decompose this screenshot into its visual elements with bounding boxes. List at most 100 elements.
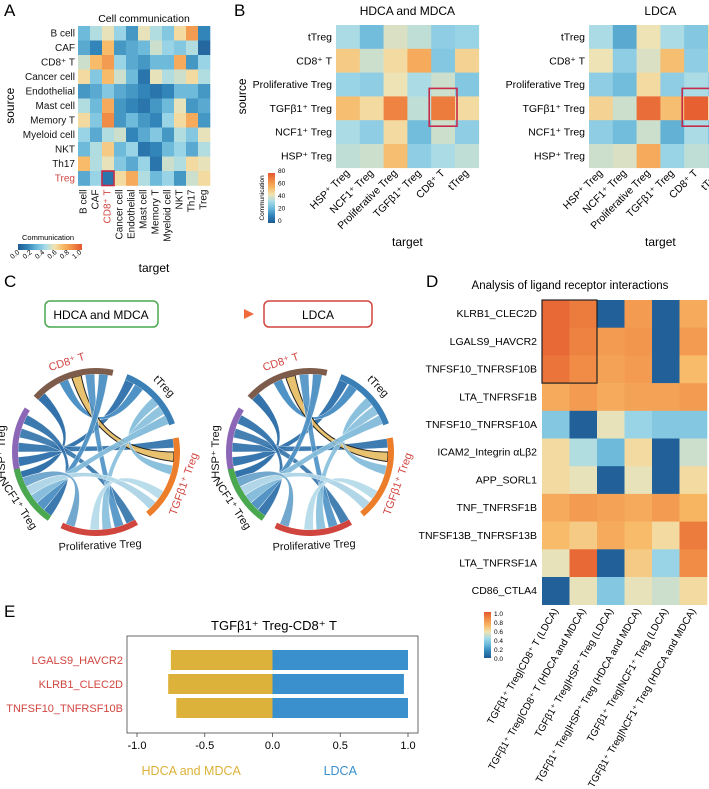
row-label: tTreg [561, 31, 585, 43]
col-label: Memory T [151, 190, 162, 235]
heatmap-cell [636, 72, 661, 97]
group-box-ldca [263, 300, 373, 328]
heatmap-cell [90, 156, 103, 172]
heatmap-cell [198, 55, 211, 70]
legend-tick: 0.0 [494, 656, 503, 663]
heatmap-cell [569, 466, 598, 495]
heatmap-cell [174, 142, 187, 157]
panel-label-d: D [426, 272, 438, 291]
heatmap-cell [114, 98, 127, 114]
heatmap-cell [198, 84, 211, 99]
x-tick-label: 1.0 [400, 740, 415, 752]
legend-tick: 0.6 [47, 249, 59, 261]
heatmap-cell [652, 355, 680, 384]
chord-link [30, 415, 170, 504]
heatmap-cell [383, 25, 408, 50]
heatmap-cell [162, 142, 175, 157]
category-label: KLRB1_CLEC2D [39, 679, 123, 691]
heatmap-title: LDCA [644, 4, 676, 18]
heatmap-cell [660, 120, 685, 145]
heatmap-title: HDCA and MDCA [360, 4, 455, 18]
heatmap-cell [679, 438, 708, 467]
heatmap-cell [126, 55, 139, 70]
heatmap-cell [542, 355, 570, 384]
heatmap-cell [138, 69, 151, 85]
heatmap-cell [78, 98, 91, 114]
heatmap-cell [431, 72, 456, 97]
heatmap-cell [102, 55, 115, 70]
chord-link [101, 405, 165, 530]
heatmap-cell [636, 144, 661, 169]
group-box-hdca [44, 300, 159, 328]
category-label: TNFSF10_TNFRSF10B [6, 703, 123, 715]
heatmap-cell [90, 113, 103, 128]
heatmap-cell [679, 549, 708, 578]
heatmap-cell [102, 26, 115, 41]
heatmap-cell [597, 383, 625, 412]
heatmap-cell [198, 113, 211, 128]
heatmap-cell [569, 327, 598, 356]
heatmap-cell [652, 383, 680, 412]
heatmap-cell [126, 113, 139, 128]
heatmap-cell [624, 327, 653, 356]
heatmap-cell [597, 410, 625, 439]
row-label: APP_SORL1 [476, 474, 537, 486]
group-label-ldca: LDCA [302, 308, 334, 322]
col-label: Myeloid cell [163, 190, 174, 242]
heatmap-cell [78, 69, 91, 85]
heatmap-cell [569, 493, 598, 522]
heatmap-cell [162, 69, 175, 85]
chord-link [23, 414, 70, 517]
heatmap-cell [150, 84, 163, 99]
heatmap-cell [162, 98, 175, 114]
heatmap-cell [679, 355, 708, 384]
row-label: TNFSF13B_TNFRSF13B [419, 530, 537, 542]
heatmap-cell [102, 69, 115, 85]
heatmap-cell [679, 383, 708, 412]
chord-sector-arc [13, 468, 52, 521]
heatmap-cell [162, 171, 175, 186]
legend-tick: 0.8 [494, 620, 503, 627]
heatmap-cell [126, 142, 139, 157]
col-label: CD8⁺ T [103, 190, 114, 224]
heatmap-cell [636, 48, 661, 73]
heatmap-cell [186, 142, 199, 157]
chord-sector-label: Proliferative Treg [58, 538, 142, 554]
heatmap-cell [150, 69, 163, 85]
heatmap-cell [126, 26, 139, 41]
heatmap-cell [174, 98, 187, 114]
chord-sector-arc [360, 437, 394, 517]
chord-sector-label: HSP⁺ Treg [210, 425, 222, 479]
legend-tick: 0 [278, 218, 282, 225]
chord-link [315, 405, 379, 530]
heatmap-cell [336, 72, 361, 97]
heatmap-cell [455, 96, 480, 121]
heatmap-cell [407, 72, 432, 97]
heatmap-cell [652, 466, 680, 495]
heatmap-cell [102, 156, 115, 172]
highlight-box [541, 299, 598, 384]
bar-hdca [176, 698, 273, 718]
col-label: B cell [79, 190, 90, 214]
chord-link [250, 373, 323, 511]
heatmap-cell [138, 26, 151, 41]
heatmap-cell [652, 300, 680, 328]
heatmap-cell [679, 466, 708, 495]
heatmap-cell [612, 96, 637, 121]
heatmap-cell [359, 48, 384, 73]
heatmap-cell [542, 300, 570, 328]
chord-link [244, 415, 384, 504]
heatmap-cell [186, 84, 199, 99]
heatmap-cell [186, 40, 199, 56]
heatmap-cell [114, 127, 127, 143]
heatmap-cell [542, 383, 570, 412]
legend-tick: 60 [278, 181, 286, 188]
heatmap-cell [612, 144, 637, 169]
heatmap-cell [138, 127, 151, 143]
col-label: tTreg [446, 167, 472, 193]
x-axis-label: target [645, 235, 676, 249]
heatmap-cell [102, 171, 115, 186]
heatmap-cell [90, 55, 103, 70]
heatmap-cell [90, 171, 103, 186]
heatmap-cell [660, 72, 685, 97]
